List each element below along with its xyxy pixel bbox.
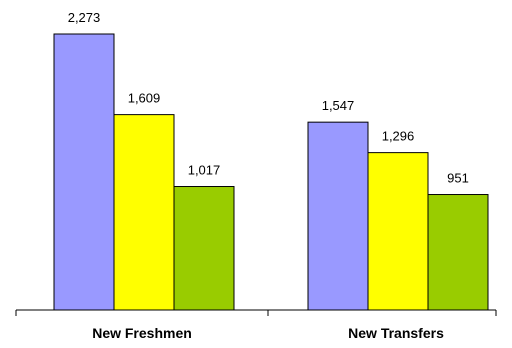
data-label-series1-new-transfers: 1,547 bbox=[322, 98, 355, 113]
bar-series1-new-transfers bbox=[307, 121, 369, 311]
data-label-series2-new-transfers: 1,296 bbox=[382, 129, 415, 144]
bar-series3-new-freshmen bbox=[173, 186, 235, 311]
bar-series3-new-transfers bbox=[427, 194, 489, 311]
bar-series1-new-freshmen bbox=[53, 33, 115, 311]
data-label-series3-new-transfers: 951 bbox=[447, 171, 469, 186]
category-label-new-freshmen: New Freshmen bbox=[92, 325, 192, 341]
category-labels-group: New Freshmen New Transfers bbox=[92, 325, 444, 341]
bar-series2-new-transfers bbox=[367, 152, 429, 311]
data-labels-group: 2,273 1,547 1,609 1,296 1,017 951 bbox=[68, 10, 469, 186]
data-label-series2-new-freshmen: 1,609 bbox=[128, 91, 161, 106]
category-label-new-transfers: New Transfers bbox=[348, 325, 444, 341]
bars-group bbox=[53, 33, 489, 311]
data-label-series1-new-freshmen: 2,273 bbox=[68, 10, 101, 25]
data-label-series3-new-freshmen: 1,017 bbox=[188, 163, 221, 178]
bar-series2-new-freshmen bbox=[113, 114, 175, 311]
